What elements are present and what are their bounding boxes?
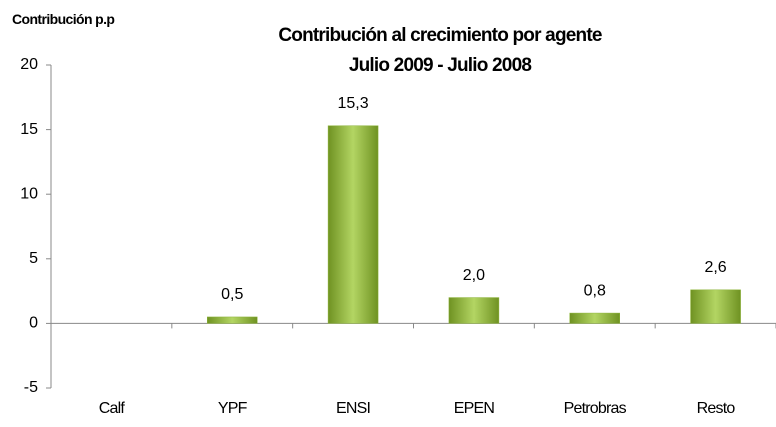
bar — [448, 297, 500, 324]
x-tick-label: ENSI — [336, 400, 370, 417]
value-label: 2,0 — [463, 267, 485, 284]
y-tick-label: 15 — [20, 121, 38, 138]
value-label: 0,8 — [584, 282, 606, 299]
x-tick-label: EPEN — [454, 400, 495, 417]
x-tick-label: Petrobras — [564, 400, 627, 417]
bar — [207, 316, 258, 324]
chart-subtitle: Julio 2009 - Julio 2008 — [349, 55, 531, 76]
y-tick-label: -5 — [24, 379, 38, 396]
chart-title: Contribución al crecimiento por agente — [278, 25, 601, 46]
y-tick-label: 5 — [29, 250, 38, 267]
bar — [690, 289, 741, 324]
y-tick-label: 0 — [29, 315, 38, 332]
y-tick-label: 20 — [20, 56, 38, 73]
value-label: 0,5 — [221, 286, 243, 303]
value-label: 15,3 — [338, 95, 369, 112]
value-label: 2,6 — [704, 259, 726, 276]
x-tick-label: YPF — [218, 400, 248, 417]
bar — [569, 312, 620, 324]
x-tick-label: Resto — [697, 400, 736, 417]
y-axis-label: Contribución p.p — [12, 11, 115, 27]
bar — [327, 125, 379, 324]
y-tick-label: 10 — [20, 185, 38, 202]
x-tick-label: Calf — [99, 400, 126, 417]
